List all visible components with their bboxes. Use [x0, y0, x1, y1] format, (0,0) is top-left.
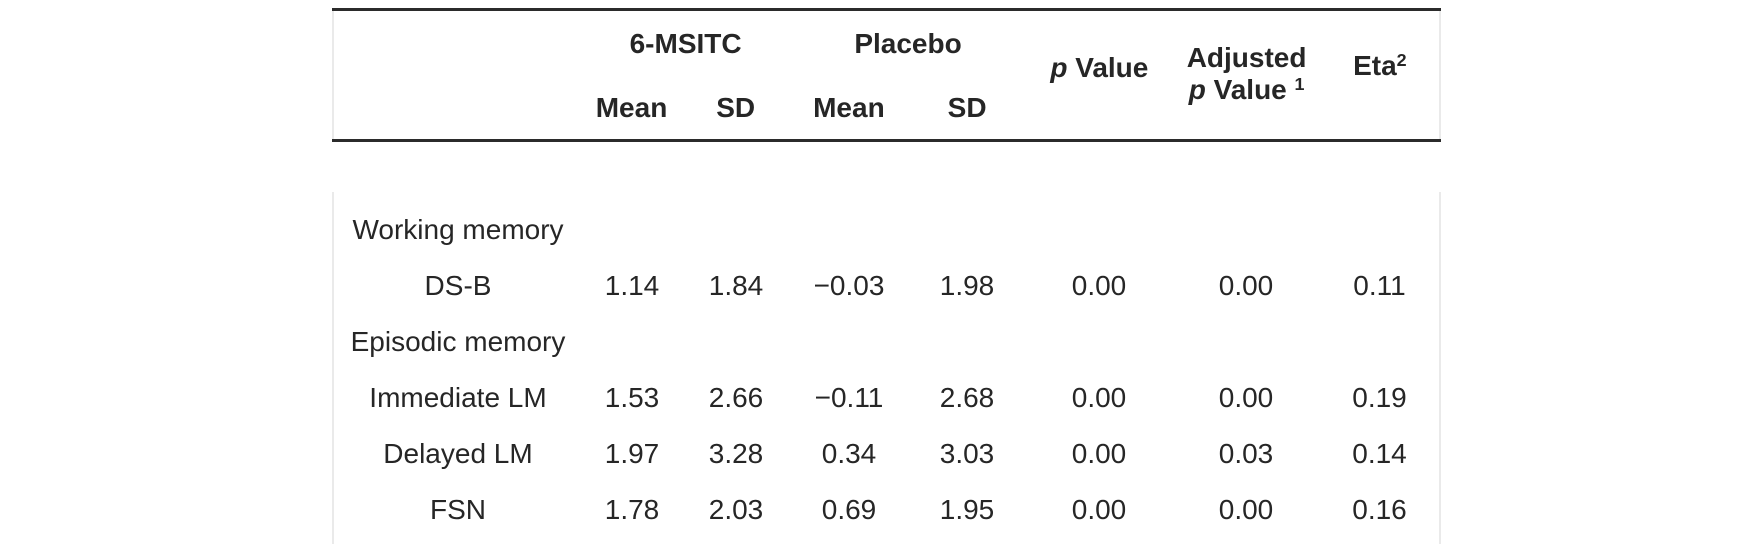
column-group-placebo: Placebo [854, 28, 962, 59]
cell-p-value: 0.00 [1071, 270, 1127, 301]
column-group-6msitc: 6-MSITC [629, 28, 742, 59]
cell-mean-placebo: 0.34 [821, 438, 877, 469]
cell-adjusted-p-value: 0.00 [1218, 270, 1274, 301]
row-label: FSN [430, 494, 486, 525]
column-header-mean-6msitc: Mean [595, 92, 668, 123]
cell-mean-6msitc: 1.97 [604, 438, 660, 469]
row-label: DS-B [424, 270, 492, 301]
cell-sd-6msitc: 1.84 [708, 270, 764, 301]
column-header-sd-6msitc: SD [716, 92, 756, 123]
column-header-eta-squared: Eta2 [1321, 10, 1440, 141]
data-row-immediate-lm: Immediate LM 1.53 2.66 −0.11 2.68 0.00 0… [334, 370, 1439, 426]
p-value-italic-p: p [1050, 51, 1068, 83]
cell-sd-6msitc: 3.28 [708, 438, 764, 469]
cell-sd-placebo: 3.03 [939, 438, 995, 469]
p-value-rest: Value [1067, 51, 1149, 83]
cell-sd-placebo: 1.95 [939, 494, 995, 525]
cell-sd-6msitc: 2.66 [708, 382, 764, 413]
header-body-gap [332, 142, 1441, 192]
cell-sd-6msitc: 2.03 [708, 494, 764, 525]
column-header-p-value: p Value [1026, 10, 1172, 141]
column-header-mean-placebo: Mean [813, 92, 885, 123]
cell-mean-placebo: 0.69 [821, 494, 877, 525]
cell-eta-squared: 0.14 [1352, 438, 1407, 469]
cell-mean-6msitc: 1.14 [604, 270, 660, 301]
category-label: Working memory [352, 214, 564, 245]
cell-sd-placebo: 1.98 [939, 270, 995, 301]
eta-sup: 2 [1396, 50, 1407, 71]
cell-mean-placebo: −0.11 [814, 382, 884, 413]
adjusted-line1: Adjusted [1186, 41, 1307, 73]
table-body-panel: Working memory DS-B 1.14 1.84 −0.03 1.98… [332, 192, 1441, 544]
data-row-delayed-lm: Delayed LM 1.97 3.28 0.34 3.03 0.00 0.03… [334, 426, 1439, 482]
cell-eta-squared: 0.11 [1353, 270, 1406, 301]
category-row-working-memory: Working memory [334, 202, 1439, 258]
cell-p-value: 0.00 [1071, 494, 1127, 525]
category-label: Episodic memory [350, 326, 566, 357]
results-table: 6-MSITC Placebo p Value Adjusted p Value… [332, 8, 1441, 544]
adjusted-rest: Value [1205, 73, 1295, 105]
cell-eta-squared: 0.19 [1352, 382, 1407, 413]
column-header-sd-placebo: SD [947, 92, 987, 123]
adjusted-footnote-sup: 1 [1294, 73, 1305, 94]
cell-p-value: 0.00 [1071, 382, 1127, 413]
cell-adjusted-p-value: 0.00 [1218, 382, 1274, 413]
row-label: Immediate LM [369, 382, 547, 413]
table-header: 6-MSITC Placebo p Value Adjusted p Value… [332, 8, 1441, 142]
cell-mean-6msitc: 1.78 [604, 494, 660, 525]
cell-eta-squared: 0.16 [1352, 494, 1407, 525]
eta-base: Eta [1353, 50, 1397, 81]
cell-sd-placebo: 2.68 [939, 382, 995, 413]
data-row-dsb: DS-B 1.14 1.84 −0.03 1.98 0.00 0.00 0.11 [334, 258, 1439, 314]
cell-p-value: 0.00 [1071, 438, 1127, 469]
adjusted-italic-p: p [1188, 73, 1206, 105]
data-row-fsn: FSN 1.78 2.03 0.69 1.95 0.00 0.00 0.16 [334, 482, 1439, 538]
row-label: Delayed LM [383, 438, 533, 469]
cell-mean-6msitc: 1.53 [604, 382, 660, 413]
row-label-column-header [333, 10, 581, 141]
category-row-episodic-memory: Episodic memory [334, 314, 1439, 370]
table-body: Working memory DS-B 1.14 1.84 −0.03 1.98… [334, 202, 1439, 538]
cell-adjusted-p-value: 0.00 [1218, 494, 1274, 525]
column-header-adjusted-p-value: Adjusted p Value 1 [1172, 10, 1320, 141]
cell-mean-placebo: −0.03 [813, 270, 885, 301]
cell-adjusted-p-value: 0.03 [1218, 438, 1274, 469]
